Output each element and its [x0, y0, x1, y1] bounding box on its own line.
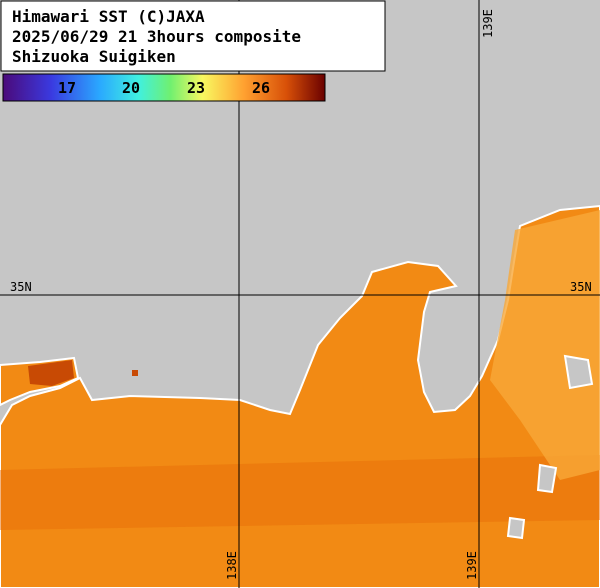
cool-patch	[490, 210, 600, 480]
lat-label: 35N	[570, 280, 592, 294]
lon-label: 138E	[225, 551, 239, 580]
colorbar: 17 20 23 26	[2, 73, 326, 102]
island	[536, 463, 558, 494]
header-line: Shizuoka Suigiken	[12, 47, 176, 66]
island	[563, 354, 594, 390]
sea	[0, 204, 600, 588]
island	[506, 516, 526, 540]
colorbar-label: 26	[252, 79, 270, 97]
header-line: Himawari SST (C)JAXA	[12, 7, 205, 26]
lon-label: 139E	[481, 9, 495, 38]
colorbar-label: 20	[122, 79, 140, 97]
colorbar-gradient	[2, 73, 326, 102]
lon-label: 139E	[465, 551, 479, 580]
header-line: 2025/06/29 21 3hours composite	[12, 27, 301, 46]
warm-band	[0, 455, 600, 530]
colorbar-label: 23	[187, 79, 205, 97]
colorbar-label: 17	[58, 79, 76, 97]
header-box	[0, 0, 386, 72]
lat-label: 35N	[10, 280, 32, 294]
warm-patch	[28, 360, 74, 386]
sea-dot	[132, 370, 138, 376]
